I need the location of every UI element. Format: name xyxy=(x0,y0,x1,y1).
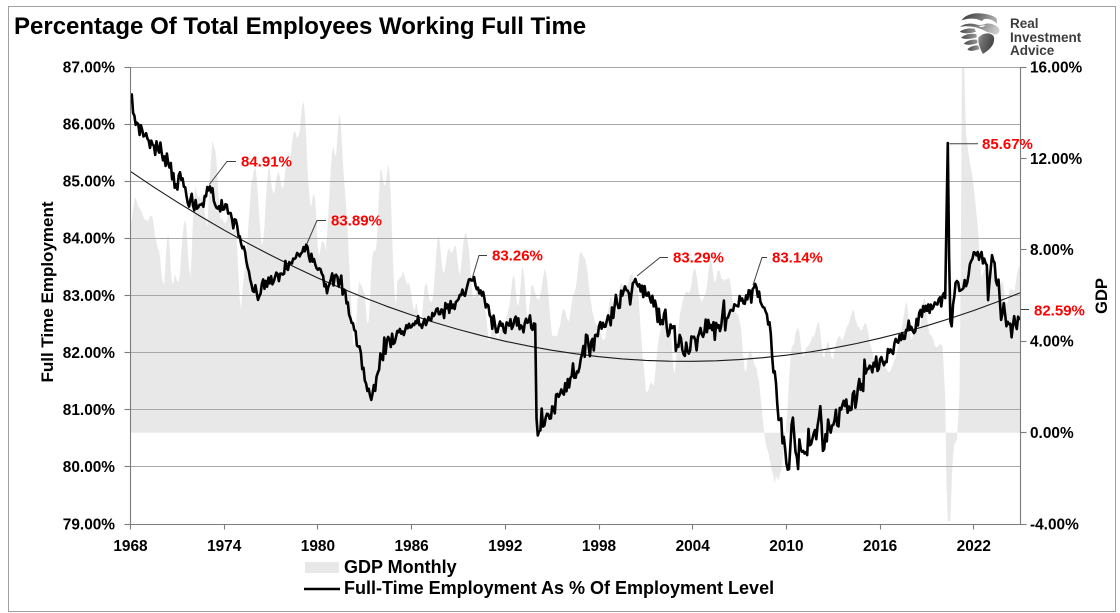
svg-text:79.00%: 79.00% xyxy=(63,516,116,533)
svg-text:0.00%: 0.00% xyxy=(1030,425,1074,442)
svg-text:87.00%: 87.00% xyxy=(63,59,116,76)
svg-text:12.00%: 12.00% xyxy=(1030,151,1083,168)
svg-text:4.00%: 4.00% xyxy=(1030,334,1074,351)
svg-text:1992: 1992 xyxy=(488,538,522,555)
svg-text:82.00%: 82.00% xyxy=(63,345,116,362)
svg-text:82.59%: 82.59% xyxy=(1034,303,1085,320)
svg-text:Full-Time Employment As % Of E: Full-Time Employment As % Of Employment … xyxy=(344,578,774,598)
svg-text:1968: 1968 xyxy=(113,538,148,555)
svg-text:2010: 2010 xyxy=(769,538,803,555)
svg-text:83.14%: 83.14% xyxy=(772,250,823,267)
svg-text:8.00%: 8.00% xyxy=(1030,242,1074,259)
svg-text:85.67%: 85.67% xyxy=(982,136,1033,153)
svg-text:16.00%: 16.00% xyxy=(1030,59,1083,76)
svg-text:1974: 1974 xyxy=(207,538,242,555)
svg-text:83.00%: 83.00% xyxy=(63,288,116,305)
svg-text:86.00%: 86.00% xyxy=(63,116,116,133)
svg-text:2004: 2004 xyxy=(676,538,711,555)
svg-text:2022: 2022 xyxy=(957,538,991,555)
svg-text:GDP Monthly: GDP Monthly xyxy=(344,557,457,577)
svg-text:GDP: GDP xyxy=(1093,278,1111,314)
svg-text:Full Time Employment: Full Time Employment xyxy=(38,201,57,382)
svg-text:83.26%: 83.26% xyxy=(492,248,543,265)
svg-text:1986: 1986 xyxy=(394,538,428,555)
svg-text:85.00%: 85.00% xyxy=(63,174,116,191)
svg-text:1980: 1980 xyxy=(301,538,335,555)
svg-text:80.00%: 80.00% xyxy=(63,459,116,476)
svg-text:1998: 1998 xyxy=(582,538,617,555)
svg-text:84.91%: 84.91% xyxy=(241,154,292,171)
svg-text:2016: 2016 xyxy=(863,538,897,555)
svg-text:83.89%: 83.89% xyxy=(331,213,382,230)
svg-text:83.29%: 83.29% xyxy=(673,250,724,267)
svg-text:81.00%: 81.00% xyxy=(63,402,116,419)
svg-text:84.00%: 84.00% xyxy=(63,231,116,248)
svg-text:-4.00%: -4.00% xyxy=(1030,517,1079,534)
